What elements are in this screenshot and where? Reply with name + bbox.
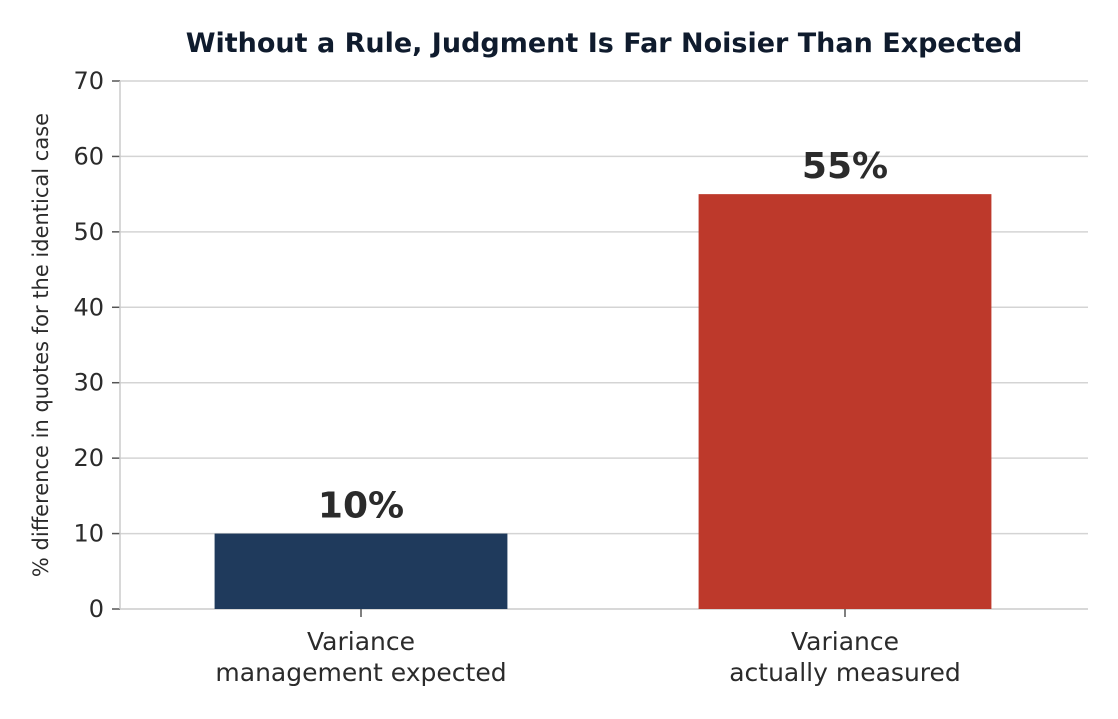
x-tick-label-line: Variance — [307, 627, 415, 656]
data-label: 10% — [318, 486, 404, 527]
gridlines — [120, 80, 1088, 535]
y-tick-label: 70 — [73, 67, 104, 95]
y-tick-label: 60 — [73, 142, 104, 170]
y-tick-label: 10 — [73, 520, 104, 548]
x-tick-label: Variance actually measured — [729, 627, 961, 687]
y-axis-label: % difference in quotes for the identical… — [29, 113, 53, 577]
x-tick-label-line: Variance — [791, 627, 899, 656]
labels: 10%Variance management expected55%Varianc… — [215, 146, 960, 687]
x-tick-label-line: management expected — [215, 658, 506, 687]
x-tick-label-line: actually measured — [729, 658, 961, 687]
y-tick-label: 0 — [89, 595, 104, 623]
bar — [698, 194, 992, 609]
bar — [214, 533, 508, 609]
x-tick-label: Variance management expected — [215, 627, 506, 687]
bars — [214, 194, 992, 609]
chart-title: Without a Rule, Judgment Is Far Noisier … — [186, 28, 1023, 59]
y-tick-label: 50 — [73, 218, 104, 246]
y-tick-label: 40 — [73, 293, 104, 321]
y-tick-label: 20 — [73, 444, 104, 472]
data-label: 55% — [802, 146, 888, 187]
y-tick-label: 30 — [73, 369, 104, 397]
